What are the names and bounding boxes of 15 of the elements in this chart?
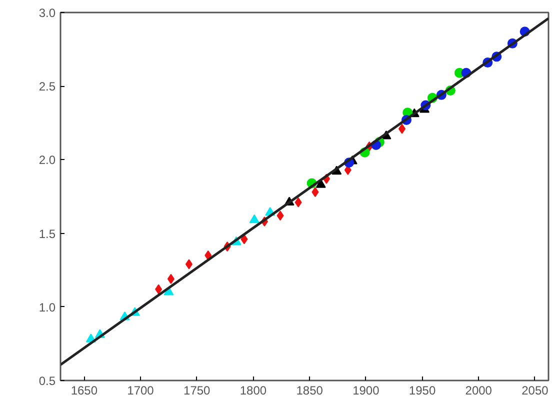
y-tick-label: 2.5 (38, 80, 56, 94)
y-tick-label: 1.5 (38, 226, 56, 241)
y-tick-label: 2.0 (38, 153, 56, 168)
x-tick-label: 1700 (127, 384, 154, 398)
x-tick-label: 1800 (240, 384, 267, 398)
y-tick-label: 3.0 (38, 6, 56, 20)
x-tick-label: 2000 (465, 384, 492, 398)
x-tick-label: 1850 (296, 384, 324, 398)
x-tick-label: 1650 (70, 384, 98, 398)
x-tick-label: 1900 (352, 384, 380, 398)
x-tick-label: 1950 (408, 384, 436, 398)
x-tick-label: 2050 (522, 384, 549, 398)
y-tick-label: 0.5 (38, 374, 56, 388)
y-tick-label: 1.0 (38, 300, 56, 314)
x-tick-label: 1750 (184, 384, 211, 398)
